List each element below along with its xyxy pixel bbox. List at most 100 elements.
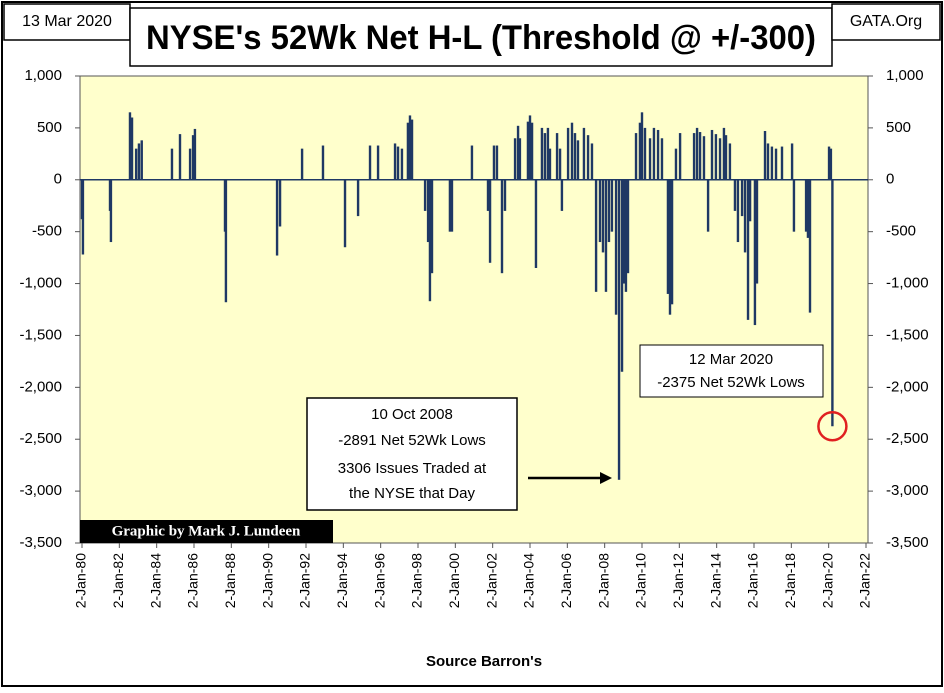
bar	[656, 129, 660, 180]
annotation-text: 3306 Issues Traded at	[338, 460, 487, 477]
bar	[170, 148, 174, 180]
bar	[193, 128, 197, 180]
bar	[528, 115, 532, 180]
bar	[137, 143, 141, 180]
bar	[710, 129, 714, 180]
bar	[740, 179, 744, 217]
x-tick-label: 2-Jan-08	[595, 553, 611, 608]
y2-tick-label: -1,500	[886, 326, 929, 343]
annotation-box	[306, 397, 518, 511]
y2-tick-label: -3,000	[886, 482, 929, 499]
bar	[178, 134, 182, 180]
bar	[770, 146, 774, 180]
bar	[614, 179, 618, 315]
x-tick-label: 2-Jan-00	[446, 553, 462, 608]
bar	[560, 179, 564, 211]
x-tick-label: 2-Jan-98	[409, 553, 425, 608]
bar	[610, 179, 614, 232]
bar	[81, 179, 85, 255]
bar	[748, 179, 752, 222]
x-tick-label: 2-Jan-22	[857, 553, 873, 608]
bar	[648, 138, 652, 180]
bar	[831, 179, 834, 427]
x-tick-label: 2-Jan-88	[222, 553, 238, 608]
bar	[503, 179, 507, 211]
x-tick-label: 2-Jan-86	[185, 553, 201, 608]
bar	[534, 179, 538, 268]
bar	[428, 179, 432, 302]
y2-tick-label: -500	[886, 223, 916, 240]
bar	[188, 148, 192, 180]
bar	[543, 133, 547, 180]
bar	[668, 179, 672, 315]
bar	[576, 140, 580, 180]
bar	[652, 127, 656, 180]
y2-tick-label: -1,000	[886, 275, 929, 292]
y-tick-label: -2,500	[19, 430, 62, 447]
bar	[620, 179, 624, 372]
bar	[486, 179, 490, 211]
annotation-text: the NYSE that Day	[349, 485, 475, 502]
bar	[526, 121, 530, 180]
bar	[321, 145, 325, 180]
bar	[555, 133, 559, 180]
x-tick-label: 2-Jan-18	[782, 553, 798, 608]
bar	[728, 143, 732, 180]
y-tick-label: 1,000	[24, 67, 62, 84]
y-tick-label: -3,000	[19, 482, 62, 499]
bar	[634, 133, 638, 180]
bar	[406, 122, 410, 180]
x-tick-label: 2-Jan-96	[371, 553, 387, 608]
bar	[546, 127, 550, 180]
x-tick-label: 2-Jan-84	[147, 553, 163, 608]
annotation-box	[639, 344, 824, 398]
bar	[566, 127, 570, 180]
bar	[736, 179, 740, 243]
bar	[130, 117, 134, 180]
bar	[763, 131, 767, 180]
bar	[624, 179, 628, 292]
bars	[80, 112, 868, 480]
x-tick-label: 2-Jan-04	[521, 553, 537, 608]
source-site: GATA.Org	[850, 13, 922, 30]
bar	[695, 127, 699, 180]
bar	[601, 179, 605, 253]
bar	[590, 143, 594, 180]
x-tick-label: 2-Jan-90	[259, 553, 275, 608]
bar	[670, 179, 674, 305]
bar	[829, 148, 833, 180]
bar	[134, 148, 138, 180]
bar	[626, 179, 630, 274]
bar	[500, 179, 504, 274]
x-tick-label: 2-Jan-02	[483, 553, 499, 608]
bar	[617, 179, 621, 480]
bar	[128, 112, 132, 180]
y2-tick-label: 0	[886, 171, 894, 188]
bar	[678, 133, 682, 180]
bar	[224, 179, 228, 303]
y-tick-label: -1,500	[19, 326, 62, 343]
x-tick-label: 2-Jan-10	[633, 553, 649, 608]
bar	[570, 122, 574, 180]
arrow-head	[600, 472, 612, 484]
x-tick-label: 2-Jan-14	[707, 553, 723, 608]
y-tick-label: -2,000	[19, 378, 62, 395]
bar	[343, 179, 347, 248]
bar	[548, 148, 552, 180]
bar	[808, 179, 812, 313]
y2-tick-label: -2,000	[886, 378, 929, 395]
bar	[275, 179, 279, 256]
bar	[790, 143, 794, 180]
bar	[718, 138, 722, 180]
date-box	[3, 3, 131, 41]
bar	[722, 127, 726, 180]
bar	[492, 145, 496, 180]
x-tick-label: 2-Jan-82	[110, 553, 126, 608]
bar	[573, 133, 577, 180]
bar	[191, 135, 195, 180]
bar	[558, 148, 562, 180]
bar	[513, 138, 517, 180]
bar	[109, 179, 113, 243]
bar	[660, 138, 664, 180]
y-tick-label: 500	[37, 119, 62, 136]
